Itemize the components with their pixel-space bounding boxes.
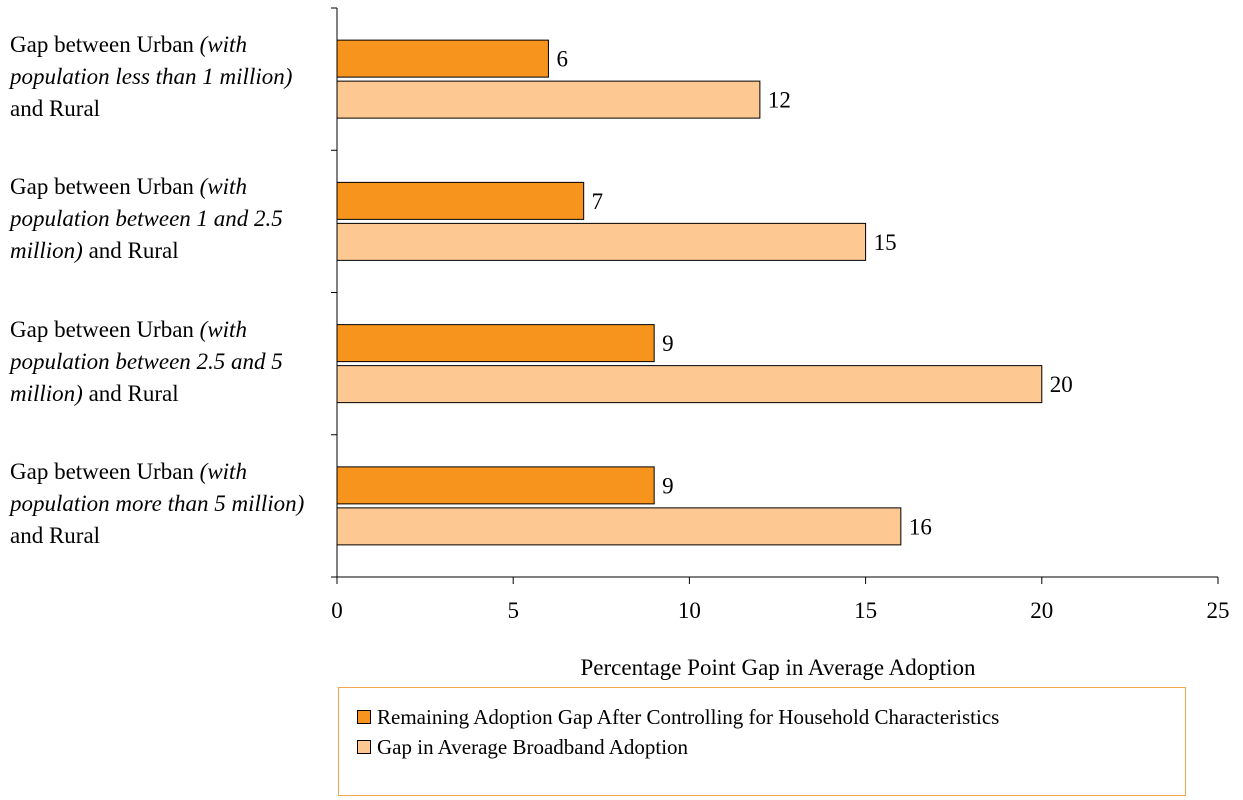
- category-label-qualifier: (with population between 2.5 and 5 milli…: [10, 316, 283, 406]
- x-tick-label: 10: [678, 598, 701, 623]
- category-label: Gap between Urban (with population less …: [10, 29, 330, 125]
- category-label-qualifier: (with population more than 5 million): [10, 458, 305, 516]
- category-label-suffix: and Rural: [10, 96, 101, 122]
- category-label-text: Gap between Urban: [10, 316, 200, 342]
- chart-legend: Remaining Adoption Gap After Controlling…: [338, 687, 1186, 796]
- bar: [336, 222, 867, 261]
- category-label-suffix: and Rural: [82, 238, 179, 264]
- bar-value-label: 20: [1050, 372, 1073, 397]
- category-label: Gap between Urban (with population betwe…: [10, 171, 330, 267]
- category-label-suffix: and Rural: [82, 380, 179, 406]
- bar: [336, 466, 655, 505]
- legend-label-remaining-gap: Remaining Adoption Gap After Controlling…: [377, 705, 1000, 729]
- chart-x-ticks: 0 5 10 15 20 25: [331, 577, 1230, 623]
- x-tick-label: 0: [331, 598, 343, 623]
- legend-item-average-gap: Gap in Average Broadband Adoption: [357, 735, 688, 759]
- x-tick-label: 5: [507, 598, 519, 623]
- bar: [336, 507, 902, 546]
- category-label: Gap between Urban (with population betwe…: [10, 314, 330, 410]
- bar: [336, 39, 549, 78]
- bar-value-label: 16: [909, 514, 932, 539]
- bar-value-label: 9: [662, 473, 674, 498]
- legend-swatch-remaining-gap: [357, 710, 371, 724]
- legend-label-average-gap: Gap in Average Broadband Adoption: [377, 735, 689, 759]
- legend-item-remaining-gap: Remaining Adoption Gap After Controlling…: [357, 705, 999, 729]
- bar-value-label: 12: [768, 88, 791, 113]
- bar-value-label: 15: [874, 230, 897, 255]
- bar: [336, 365, 1043, 404]
- x-tick-label: 20: [1030, 598, 1053, 623]
- category-label: Gap between Urban (with population more …: [10, 456, 330, 552]
- category-label-qualifier: (with population less than 1 million): [10, 32, 293, 90]
- bar-value-label: 9: [662, 331, 674, 356]
- bar: [336, 324, 655, 363]
- x-axis-label: Percentage Point Gap in Average Adoption: [581, 655, 976, 680]
- bar-value-label: 7: [592, 189, 604, 214]
- category-label-text: Gap between Urban: [10, 174, 200, 200]
- category-label-qualifier: (with population between 1 and 2.5 milli…: [10, 174, 283, 264]
- bar: [336, 181, 585, 220]
- category-label-text: Gap between Urban: [10, 32, 200, 58]
- legend-swatch-average-gap: [357, 740, 371, 754]
- bar: [336, 80, 761, 119]
- category-label-suffix: and Rural: [10, 522, 101, 548]
- chart-bars: [336, 39, 1043, 546]
- x-tick-label: 15: [854, 598, 877, 623]
- category-label-text: Gap between Urban: [10, 458, 200, 484]
- bar-value-label: 6: [556, 47, 568, 72]
- chart-value-labels: 6 12 7 15 9 20 9 16: [556, 47, 1072, 540]
- x-tick-label: 25: [1207, 598, 1230, 623]
